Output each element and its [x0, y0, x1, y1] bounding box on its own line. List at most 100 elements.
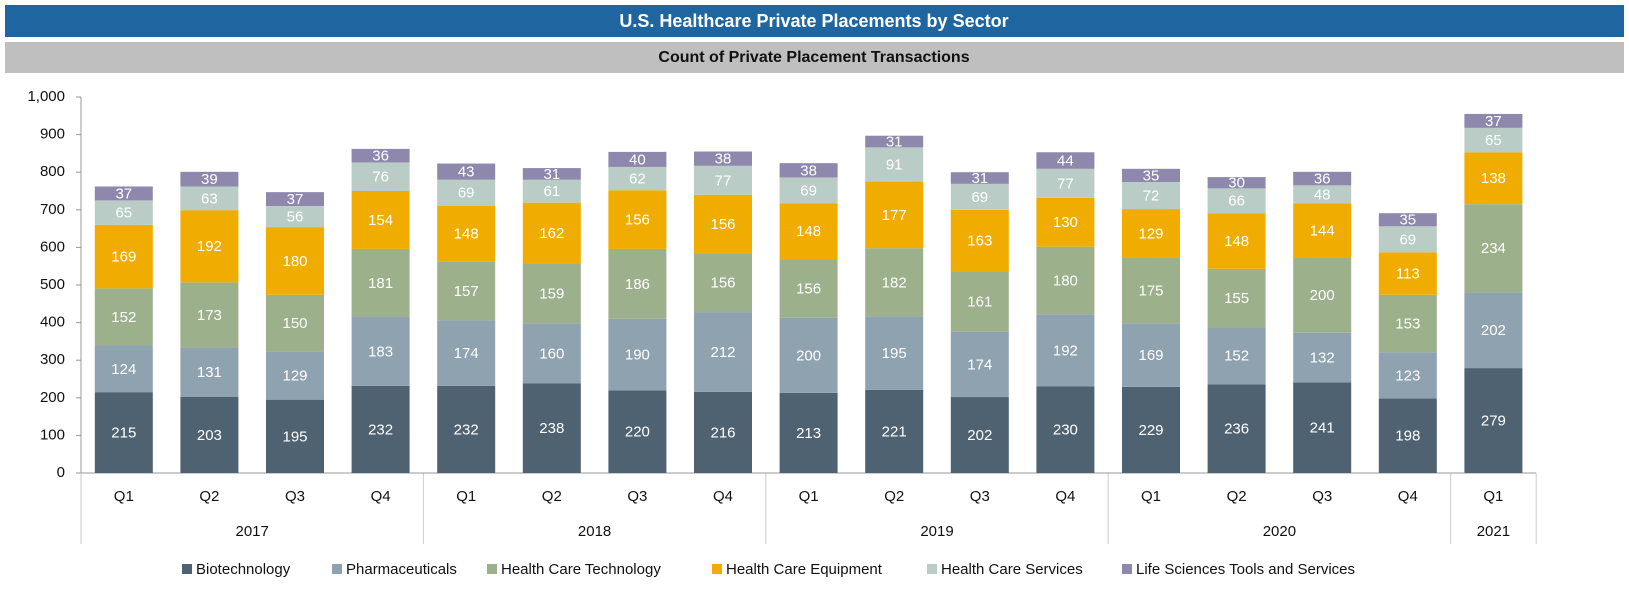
x-tick-label: Q1 [1141, 488, 1161, 505]
y-tick-label: 400 [40, 314, 65, 331]
legend-swatch [332, 564, 342, 574]
x-tick-label: Q3 [627, 488, 647, 505]
data-label: 156 [796, 280, 821, 297]
data-label: 236 [1224, 421, 1249, 438]
data-label: 229 [1138, 422, 1163, 439]
data-label: 144 [1310, 222, 1335, 239]
data-label: 148 [796, 223, 821, 240]
data-label: 232 [368, 421, 393, 438]
data-label: 159 [539, 285, 564, 302]
bar-segment [180, 210, 239, 283]
bar-segment [694, 165, 752, 195]
bar-segment [1378, 252, 1437, 295]
bar-segment [1464, 292, 1523, 369]
legend-label: Pharmaceuticals [346, 561, 457, 578]
bar-segment [1293, 171, 1352, 186]
data-label: 30 [1228, 175, 1245, 192]
bar-segment [1207, 213, 1266, 269]
bar-segment [608, 190, 667, 249]
data-label: 69 [800, 182, 817, 199]
data-label: 65 [1485, 132, 1502, 149]
bar-segment [779, 392, 838, 473]
bar-segment [1122, 209, 1180, 258]
bar-segment [1122, 323, 1180, 387]
bar-segment [1036, 152, 1095, 169]
legend-swatch [1122, 564, 1132, 574]
bar-segment [437, 205, 496, 262]
bar-segment [94, 200, 153, 225]
bar-segment [351, 148, 410, 163]
bar-segment [266, 294, 324, 352]
bar-segment [180, 347, 239, 397]
bar-segment [779, 317, 838, 393]
bar-segment [1378, 294, 1437, 353]
bar-segment [1293, 185, 1352, 204]
bar-segment [608, 248, 667, 319]
bar-segment [1293, 332, 1352, 383]
data-label: 69 [971, 189, 988, 206]
bar-segment [608, 390, 667, 473]
group-label: 2017 [236, 523, 269, 540]
data-label: 56 [287, 209, 304, 226]
bar-segment [94, 392, 153, 473]
bar-segment [1036, 246, 1095, 315]
y-tick-label: 500 [40, 276, 65, 293]
data-label: 38 [715, 151, 732, 168]
data-label: 279 [1481, 413, 1506, 430]
chart-subtitle: Count of Private Placement Transactions [658, 49, 969, 66]
bar-segment [1293, 382, 1352, 473]
data-label: 154 [368, 212, 393, 229]
legend-label: Life Sciences Tools and Services [1136, 561, 1355, 578]
data-label: 200 [1310, 287, 1335, 304]
data-label: 220 [625, 424, 650, 441]
bar-segment [351, 162, 410, 191]
data-label: 182 [882, 274, 907, 291]
legend-label: Biotechnology [196, 561, 291, 578]
data-label: 169 [1138, 347, 1163, 364]
data-label: 180 [1053, 272, 1078, 289]
bar-segment [950, 271, 1009, 332]
bar-segment [1378, 226, 1437, 253]
subtitle-bar [5, 42, 1624, 73]
bar-segment [1378, 213, 1437, 227]
x-tick-label: Q3 [285, 488, 305, 505]
data-label: 198 [1395, 428, 1420, 445]
data-label: 44 [1057, 153, 1074, 170]
data-label: 43 [458, 164, 475, 181]
x-tick-label: Q2 [1227, 488, 1247, 505]
data-label: 174 [967, 356, 992, 373]
bar-segment [522, 179, 581, 203]
data-label: 173 [197, 307, 222, 324]
data-label: 91 [886, 156, 903, 173]
y-tick-label: 100 [40, 426, 65, 443]
y-tick-label: 1,000 [27, 88, 65, 105]
data-label: 232 [454, 421, 479, 438]
bar-segment [1464, 204, 1523, 293]
data-label: 161 [967, 293, 992, 310]
data-label: 132 [1310, 350, 1335, 367]
bar-segment [1122, 168, 1180, 182]
data-label: 180 [282, 253, 307, 270]
data-label: 153 [1395, 316, 1420, 333]
x-tick-label: Q4 [1398, 488, 1418, 505]
bar-segment [1207, 188, 1266, 214]
x-tick-label: Q3 [1312, 488, 1332, 505]
legend-swatch [182, 564, 192, 574]
bar-segment [950, 172, 1009, 184]
data-label: 148 [454, 225, 479, 242]
bar-segment [608, 318, 667, 391]
bar-segment [1293, 203, 1352, 258]
title-bar [5, 5, 1624, 37]
bar-segment [1293, 257, 1352, 333]
data-label: 35 [1399, 212, 1416, 229]
bar-segment [522, 202, 581, 264]
data-label: 31 [543, 166, 560, 183]
bar-segment [180, 396, 239, 473]
bar-segment [351, 316, 410, 386]
data-label: 162 [539, 225, 564, 242]
data-label: 129 [1138, 225, 1163, 242]
bar-segment [779, 163, 838, 178]
data-label: 181 [368, 275, 393, 292]
bar-segment [351, 191, 410, 249]
